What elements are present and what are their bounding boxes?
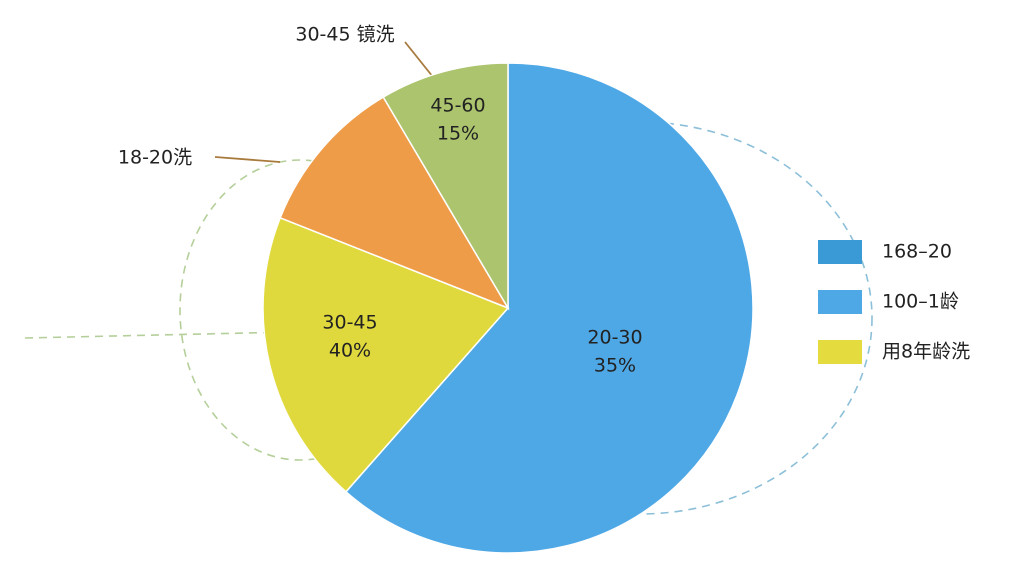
annotation: 18-20洗 xyxy=(118,147,192,169)
slice-value-label: 40% xyxy=(329,340,371,362)
legend-swatch xyxy=(818,290,862,314)
pie-slice xyxy=(279,96,510,310)
leader-line xyxy=(214,156,281,163)
annotation: 30-45 镜洗 xyxy=(295,24,394,46)
pie: 20-30 35% 30-45 40% 45-60 15% xyxy=(262,62,754,554)
slice-value-label: 35% xyxy=(594,355,636,377)
legend-label: 100–1龄 xyxy=(882,291,959,313)
pie-slice xyxy=(262,216,510,493)
slice-label: 20-30 xyxy=(587,327,642,349)
legend-label: 用8年龄洗 xyxy=(882,341,970,363)
pie-slice xyxy=(382,62,509,311)
slice-label: 45-60 xyxy=(430,95,485,117)
slice-label: 30-45 xyxy=(322,312,377,334)
legend-label: 168–20 xyxy=(882,241,952,263)
legend-swatch xyxy=(818,340,862,364)
pie-slice xyxy=(344,62,754,554)
slice-value-label: 15% xyxy=(437,123,479,145)
legend-swatch xyxy=(818,240,862,264)
